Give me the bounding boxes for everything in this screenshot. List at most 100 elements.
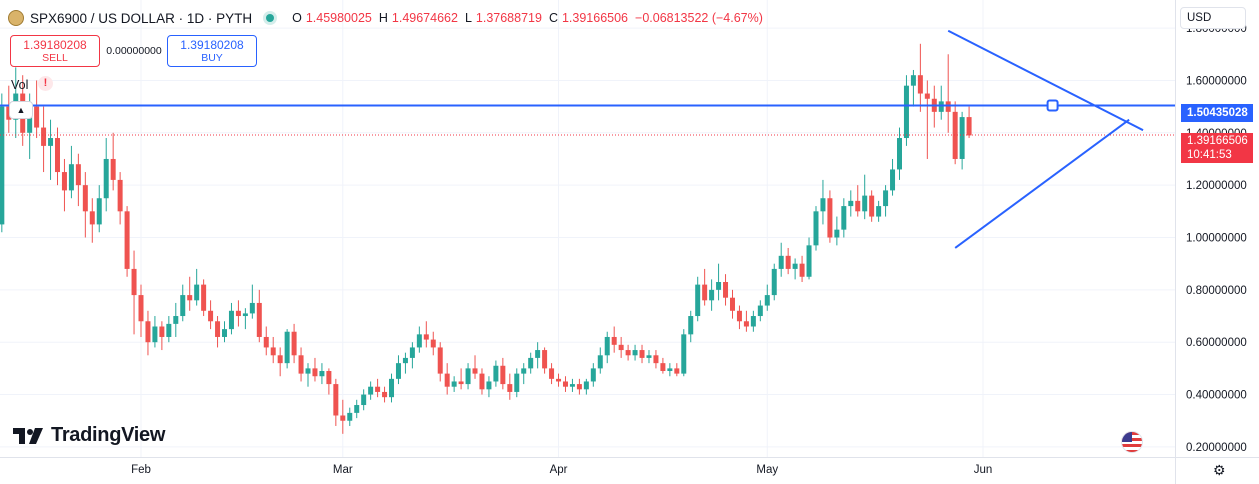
y-tick-label: 0.60000000 xyxy=(1186,337,1247,349)
candle-body xyxy=(806,245,812,277)
candle-body xyxy=(228,310,234,330)
candle-body xyxy=(827,198,833,238)
candle-body xyxy=(514,373,520,392)
close-label: C xyxy=(548,11,558,25)
candle-body xyxy=(924,93,930,99)
candle-body xyxy=(201,284,207,311)
candle-body xyxy=(423,334,429,340)
x-tick-label: Mar xyxy=(333,464,353,476)
candle-body xyxy=(41,127,47,146)
candle-body xyxy=(298,355,304,374)
y-tick-label: 0.20000000 xyxy=(1186,442,1247,454)
candle-body xyxy=(646,355,652,358)
candle-body xyxy=(611,336,617,345)
y-tick-label: 1.20000000 xyxy=(1186,180,1247,192)
candle-body xyxy=(270,347,276,356)
candle-body xyxy=(639,350,645,358)
candle-body xyxy=(187,295,193,301)
candle-body xyxy=(395,363,401,379)
candle-body xyxy=(235,310,241,317)
tradingview-logo[interactable]: TradingView xyxy=(13,424,165,447)
candle-body xyxy=(333,384,339,416)
candle-body xyxy=(569,384,575,387)
candle-body xyxy=(479,373,485,390)
candle-body xyxy=(716,282,722,290)
candle-body xyxy=(604,336,610,356)
candle-body xyxy=(959,117,965,159)
candle-body xyxy=(862,195,868,212)
x-tick-label: May xyxy=(756,464,778,476)
market-open-dot-icon xyxy=(266,14,275,22)
candle-body xyxy=(597,355,603,369)
candle-body xyxy=(500,365,506,385)
bar-countdown: 10:41:53 xyxy=(1187,149,1232,161)
candle-body xyxy=(430,339,436,348)
drawing-anchor-handle xyxy=(1046,99,1059,112)
sell-price: 1.39180208 xyxy=(23,38,87,52)
candle-body xyxy=(138,295,144,322)
candle-body xyxy=(402,357,408,364)
candle-body xyxy=(256,302,262,337)
low-value: 1.37688719 xyxy=(475,11,542,25)
candle-body xyxy=(590,368,596,382)
candle-body xyxy=(625,350,631,356)
candle-body xyxy=(778,255,784,269)
buy-price: 1.39180208 xyxy=(180,38,244,52)
candle-body xyxy=(834,229,840,238)
us-flag-icon[interactable] xyxy=(1121,431,1143,453)
candle-body xyxy=(61,172,67,191)
low-label: L xyxy=(464,11,472,25)
collapse-chevron-icon[interactable]: ▲ xyxy=(9,101,33,119)
candle-body xyxy=(660,363,666,371)
candle-body xyxy=(535,350,541,358)
x-tick-label: Feb xyxy=(131,464,151,476)
currency-selector[interactable]: USD xyxy=(1180,7,1246,29)
candle-body xyxy=(347,412,353,421)
candle-body xyxy=(0,106,5,225)
candle-body xyxy=(444,373,450,387)
candle-body xyxy=(437,347,443,374)
candle-body xyxy=(736,310,742,322)
candle-body xyxy=(472,368,478,374)
candle-body xyxy=(890,169,896,191)
buy-button[interactable]: 1.39180208 BUY xyxy=(167,35,257,67)
symbol-header: SPX6900 / US DOLLAR · 1D · PYTH O 1.45980… xyxy=(8,7,766,29)
candle-body xyxy=(389,378,395,398)
candle-body xyxy=(312,368,318,377)
candle-body xyxy=(729,297,735,311)
candle-body xyxy=(89,211,95,225)
candle-body xyxy=(326,371,332,385)
settings-gear-icon[interactable]: ⚙ xyxy=(1213,462,1226,478)
candle-body xyxy=(166,323,172,337)
candle-body xyxy=(653,355,659,364)
candle-body xyxy=(382,391,388,398)
volume-label[interactable]: Vol xyxy=(11,78,29,92)
candle-body xyxy=(910,75,916,86)
candle-body xyxy=(702,284,708,301)
candle-body xyxy=(869,195,875,217)
x-tick-label: Apr xyxy=(550,464,568,476)
ohlc-values: O 1.45980025 H 1.49674662 L 1.37688719 C 1.3… xyxy=(292,11,766,25)
candle-body xyxy=(583,381,589,390)
spread-value: 0.00000000 xyxy=(106,45,162,57)
candle-body xyxy=(952,111,958,159)
candle-body xyxy=(27,106,33,133)
candle-body xyxy=(416,334,422,348)
candle-body xyxy=(876,206,882,217)
candle-body xyxy=(493,365,499,382)
candle-body xyxy=(249,302,255,314)
y-tick-label: 1.00000000 xyxy=(1186,233,1247,245)
candle-body xyxy=(34,106,40,128)
candle-body xyxy=(917,75,923,94)
candle-body xyxy=(319,371,325,377)
candle-body xyxy=(173,316,179,324)
candle-body xyxy=(82,185,88,212)
candle-body xyxy=(723,282,729,298)
high-value: 1.49674662 xyxy=(391,11,458,25)
symbol-title[interactable]: SPX6900 / US DOLLAR · 1D · PYTH xyxy=(30,10,253,26)
candle-body xyxy=(124,211,130,269)
sell-button[interactable]: 1.39180208 SELL xyxy=(10,35,100,67)
volume-warning-icon[interactable]: ! xyxy=(38,76,53,91)
candle-body xyxy=(291,331,297,356)
